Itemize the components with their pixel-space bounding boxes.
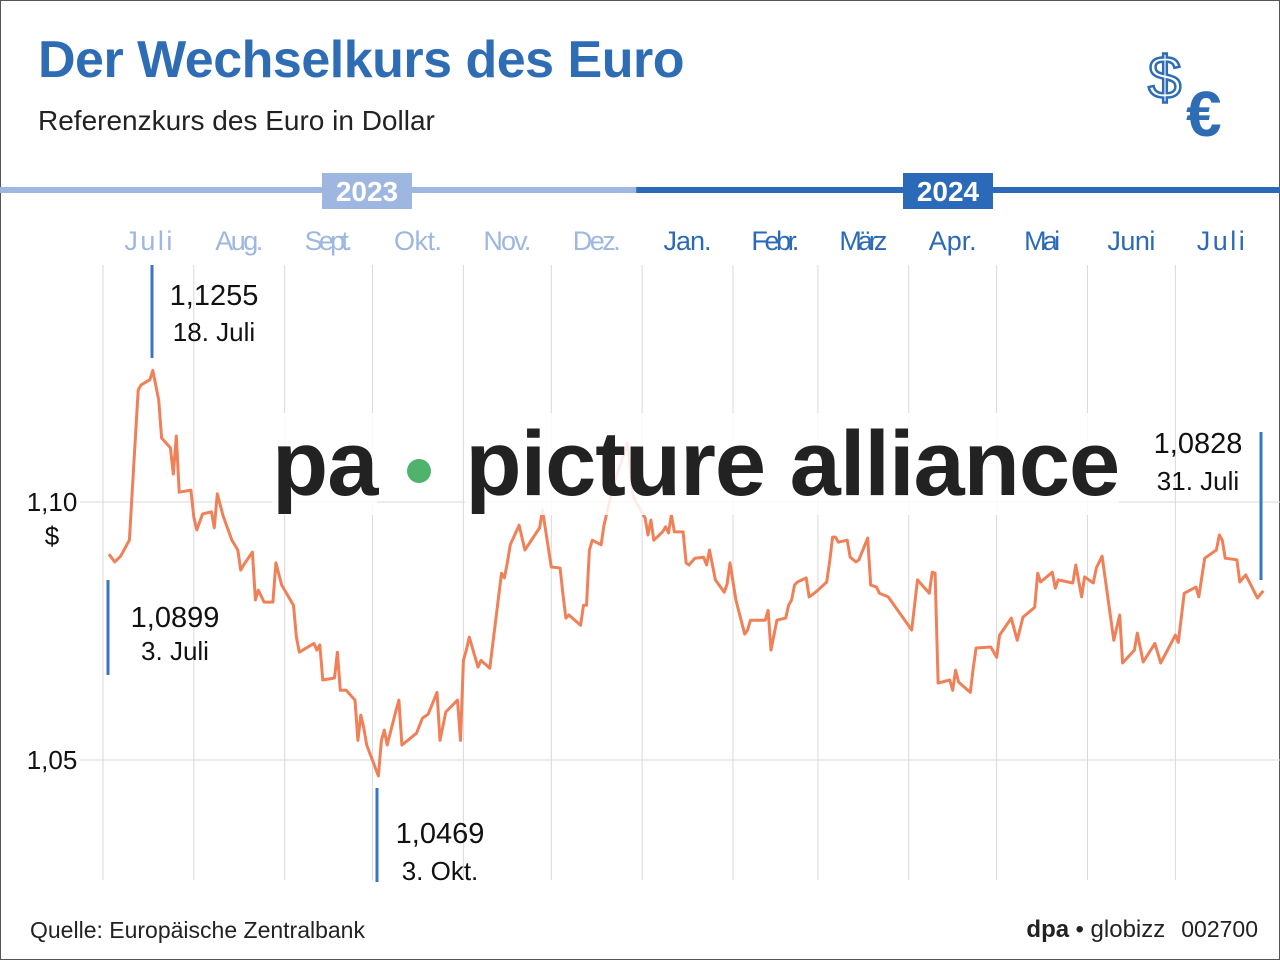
watermark-pa: pa — [272, 413, 378, 515]
year-bar: 2023 2024 — [0, 173, 1280, 209]
dollar-euro-icon: $ € — [1147, 43, 1222, 146]
svg-text:€: € — [1186, 78, 1222, 146]
annotation-date: 18. Juli — [173, 317, 255, 347]
annotation-date: 3. Juli — [141, 636, 209, 666]
month-label: Okt. — [394, 226, 442, 256]
graphic-code: 002700 — [1181, 916, 1258, 942]
annotation-value: 1,0899 — [131, 602, 220, 634]
y-axis-unit: $ — [45, 521, 60, 551]
year-label: 2024 — [917, 176, 980, 207]
grid — [80, 265, 1280, 880]
month-label: Aug. — [215, 226, 263, 256]
page-title: Der Wechselkurs des Euro — [38, 31, 684, 89]
annotation-value: 1,0828 — [1154, 428, 1243, 460]
month-label: Febr. — [751, 226, 799, 256]
year-bar-2023 — [0, 187, 637, 193]
year-badge — [903, 173, 993, 209]
page-subtitle: Referenzkurs des Euro in Dollar — [38, 105, 435, 136]
month-label: Juli — [1197, 226, 1245, 256]
month-label: März — [839, 226, 887, 256]
annotation-value: 1,1255 — [170, 280, 259, 312]
watermark-dot-icon — [407, 458, 432, 483]
globizz-logo: • globizz — [1075, 916, 1166, 943]
month-labels: Juli Aug. Sept. Okt. Nov. Dez. Jan. Febr. März Ap… — [124, 226, 1244, 256]
year-label: 2023 — [336, 176, 398, 207]
month-label: Sept. — [305, 226, 353, 256]
dpa-logo: dpa — [1026, 916, 1070, 943]
month-label: Dez. — [573, 226, 621, 256]
y-tick-label: 1,05 — [27, 745, 78, 775]
y-axis: 1,10 1,05 $ — [27, 487, 78, 775]
y-tick-label: 1,10 — [27, 487, 78, 517]
picture-alliance-watermark: pa picture alliance — [272, 413, 1120, 515]
month-label: Juni — [1107, 226, 1155, 256]
watermark-picture-alliance: picture alliance — [465, 413, 1120, 515]
month-label: Jan. — [664, 226, 712, 256]
annotation-date: 31. Juli — [1157, 466, 1239, 496]
annotation-value: 1,0469 — [396, 818, 485, 850]
month-label: Nov. — [483, 226, 531, 256]
svg-text:$: $ — [1148, 44, 1181, 111]
annotation-date: 3. Okt. — [402, 856, 479, 886]
source-note: Quelle: Europäische Zentralbank — [30, 917, 365, 943]
footer-brand: dpa • globizz 002700 — [1026, 916, 1258, 944]
month-label: Juli — [124, 226, 172, 256]
month-label: Mai — [1024, 226, 1060, 256]
series — [107, 368, 1265, 778]
month-label: Apr. — [929, 226, 977, 256]
year-badge — [322, 173, 412, 209]
